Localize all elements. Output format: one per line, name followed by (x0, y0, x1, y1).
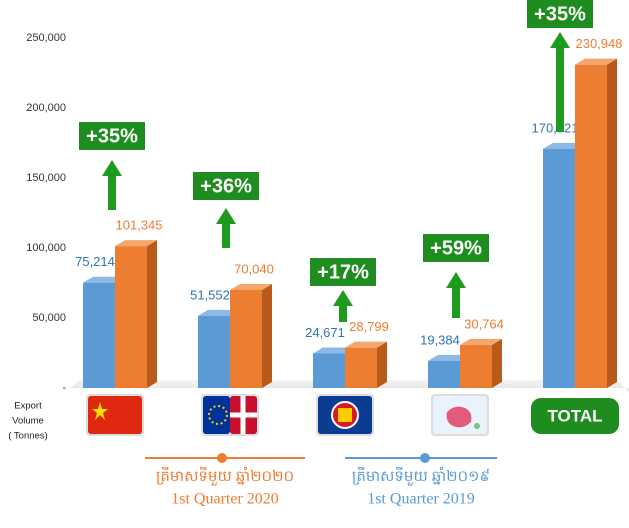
bar-top (230, 283, 272, 290)
arrow-head (550, 32, 570, 48)
flag (88, 396, 142, 434)
data-label: 70,040 (234, 261, 274, 276)
data-label: 230,948 (576, 36, 623, 51)
data-label: 51,552 (190, 287, 230, 302)
data-label: 28,799 (349, 319, 389, 334)
legend-label-km: ត្រីមាសទីមួយ ឆ្នាំ២០១៩ (352, 466, 490, 486)
legend-label: 1st Quarter 2019 (367, 491, 475, 508)
data-label: 30,764 (464, 316, 504, 331)
flag-star (92, 402, 108, 420)
legend-dot (217, 453, 227, 463)
bar-side (262, 283, 272, 388)
category-flag (431, 394, 489, 436)
growth-label: +36% (200, 175, 252, 197)
y-tick-label: 50,000 (32, 312, 66, 324)
growth-box (310, 258, 376, 286)
bar-side (492, 338, 502, 388)
arrow-shaft (339, 304, 347, 322)
legend-dot (420, 453, 430, 463)
bar (428, 360, 460, 388)
y-tick-label: 100,000 (26, 242, 66, 254)
bar (345, 347, 377, 388)
arrow-head (333, 290, 353, 306)
arrow-head (102, 160, 122, 176)
bar-side (147, 240, 157, 388)
bar (115, 246, 147, 388)
y-tick-label: 250,000 (26, 32, 66, 44)
growth-label: +35% (86, 125, 138, 147)
flag-emblem (338, 408, 352, 422)
flag-stars (208, 405, 228, 425)
flag-cross (230, 396, 257, 434)
growth-box (193, 172, 259, 200)
data-label: 19,384 (420, 332, 460, 347)
growth-box (79, 122, 145, 150)
data-label: 24,671 (305, 325, 345, 340)
bar-top (313, 347, 355, 354)
category-flag (86, 394, 144, 436)
bar (198, 315, 230, 388)
bar (83, 282, 115, 388)
bar (543, 148, 575, 388)
bar-top (345, 341, 387, 348)
x-tick-label: TOTAL (547, 406, 602, 425)
data-label: 170,821 (532, 120, 579, 135)
flag (203, 396, 230, 434)
bar-group (345, 341, 387, 388)
bar-top (115, 240, 157, 247)
bar-top (428, 354, 470, 361)
y-tick-label: - (62, 382, 66, 394)
data-label: 101,345 (116, 218, 163, 233)
bar-group (460, 338, 502, 388)
y-axis-label: Export (14, 401, 42, 412)
bar-group (575, 58, 617, 389)
growth-box (423, 234, 489, 262)
y-axis-label: Volume (12, 416, 44, 427)
growth-label: +17% (317, 261, 369, 283)
bar-top (83, 276, 125, 283)
legend-label-km: ត្រីមាសទីមួយ ឆ្នាំ២០២០ (156, 466, 294, 486)
y-tick-label: 150,000 (26, 172, 66, 184)
bar-top (460, 338, 502, 345)
arrow-shaft (108, 174, 116, 210)
bar-top (543, 142, 585, 149)
bar (230, 289, 262, 388)
bar-group (230, 283, 272, 388)
arrow-shaft (222, 222, 230, 248)
bar-side (607, 58, 617, 389)
arrow-shaft (452, 286, 460, 318)
y-tick-label: 200,000 (26, 102, 66, 114)
arrow-head (446, 272, 466, 288)
category-flag (201, 394, 259, 436)
bar-group (115, 240, 157, 388)
flag-map (446, 406, 472, 428)
data-label: 75,214 (75, 254, 115, 269)
y-axis-label: ( Tonnes) (8, 431, 47, 442)
arrow-shaft (556, 46, 564, 132)
category-flag (316, 394, 374, 436)
bar-top (575, 58, 617, 65)
growth-box (527, 0, 593, 28)
category-box (531, 398, 619, 434)
legend-label: 1st Quarter 2020 (171, 491, 279, 508)
growth-label: +59% (430, 237, 482, 259)
growth-label: +35% (534, 3, 586, 25)
bar (313, 353, 345, 388)
bar (460, 344, 492, 388)
bar-top (198, 309, 240, 316)
bar-side (377, 341, 387, 388)
flag-island (474, 423, 480, 429)
arrow-head (216, 208, 236, 224)
bar (575, 64, 607, 389)
